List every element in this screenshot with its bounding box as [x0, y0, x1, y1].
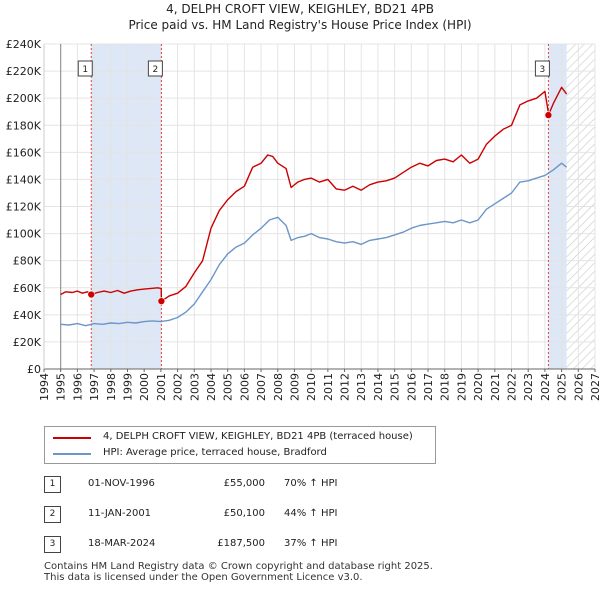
transaction-hpi-change: 70% ↑ HPI [284, 478, 338, 489]
x-tick-label: 2019 [455, 373, 468, 401]
hpi-line [60, 162, 568, 327]
property-price-line [60, 86, 568, 302]
sale-marker-label: 1 [82, 65, 88, 75]
x-tick-label: 1998 [105, 373, 118, 401]
legend-label-property: 4, DELPH CROFT VIEW, KEIGHLEY, BD21 4PB … [103, 431, 413, 442]
x-tick-label: 2022 [506, 373, 519, 401]
x-tick-label: 2008 [272, 373, 285, 401]
transaction-price: £55,000 [223, 478, 265, 489]
chart-title: 4, DELPH CROFT VIEW, KEIGHLEY, BD21 4PB [166, 2, 434, 16]
legend-label-hpi: HPI: Average price, terraced house, Brad… [103, 447, 327, 458]
x-tick-label: 1997 [88, 373, 101, 401]
x-tick-label: 2007 [255, 373, 268, 401]
x-tick-label: 2021 [489, 373, 502, 401]
x-tick-label: 1994 [38, 373, 51, 401]
sale-marker-box [147, 60, 163, 77]
x-tick-label: 2024 [539, 373, 552, 401]
x-tick-label: 2017 [422, 373, 435, 401]
transaction-price: £50,100 [223, 508, 265, 519]
transaction-price: £187,500 [217, 538, 265, 549]
x-tick-label: 2000 [138, 373, 151, 401]
x-tick-label: 2013 [355, 373, 368, 401]
transaction-date: 01-NOV-1996 [88, 478, 155, 489]
x-tick-label: 2014 [372, 373, 385, 401]
y-tick-label: £60K [13, 282, 42, 295]
y-tick-label: £220K [6, 65, 42, 78]
transaction-date: 18-MAR-2024 [88, 538, 156, 549]
transaction-hpi-change: 44% ↑ HPI [284, 508, 338, 519]
x-tick-label: 2009 [288, 373, 301, 401]
footer-copyright: Contains HM Land Registry data © Crown c… [44, 561, 433, 572]
x-tick-label: 2001 [155, 373, 168, 401]
y-tick-label: £200K [6, 92, 42, 105]
y-tick-label: £180K [6, 119, 42, 132]
y-tick-label: £20K [13, 336, 42, 349]
sale-point [87, 290, 96, 299]
sale-point [544, 111, 553, 119]
x-tick-label: 2027 [589, 373, 600, 401]
sale-point [157, 297, 166, 305]
x-tick-label: 2026 [572, 373, 585, 401]
sale-marker-box [534, 60, 550, 77]
x-tick-label: 2018 [439, 373, 452, 401]
sale-marker-box [77, 60, 93, 77]
y-tick-label: £0 [27, 363, 41, 376]
sale-marker-label: 2 [153, 65, 159, 75]
x-tick-label: 2025 [556, 373, 569, 401]
x-tick-label: 2004 [205, 373, 218, 401]
transaction-number: 1 [44, 476, 61, 493]
x-tick-label: 2006 [238, 373, 251, 401]
x-tick-label: 2020 [472, 373, 485, 401]
x-tick-label: 1995 [55, 373, 68, 401]
x-tick-label: 1999 [121, 373, 134, 401]
x-tick-label: 2012 [339, 373, 352, 401]
y-tick-label: £140K [6, 173, 42, 186]
price-chart: £0 £20K £40K £60K £80K £100K £120K £140K £160K £1… [6, 38, 600, 401]
x-tick-label: 2002 [172, 373, 185, 401]
sale-marker-label: 3 [540, 65, 546, 75]
x-tick-label: 1996 [71, 373, 84, 401]
x-tick-label: 2003 [188, 373, 201, 401]
y-tick-label: £120K [6, 201, 42, 214]
chart-subtitle: Price paid vs. HM Land Registry's House … [128, 18, 472, 32]
y-tick-label: £80K [13, 255, 42, 268]
legend-swatch-property [53, 437, 91, 439]
x-tick-label: 2011 [322, 373, 335, 401]
legend-swatch-hpi [53, 453, 91, 455]
chart-legend: 4, DELPH CROFT VIEW, KEIGHLEY, BD21 4PB … [44, 426, 436, 464]
x-tick-label: 2016 [405, 373, 418, 401]
x-tick-label: 2010 [305, 373, 318, 401]
x-tick-label: 2005 [222, 373, 235, 401]
y-tick-label: £240K [6, 38, 42, 51]
y-tick-label: £160K [6, 146, 42, 159]
x-tick-label: 2015 [389, 373, 402, 401]
transaction-hpi-change: 37% ↑ HPI [284, 538, 338, 549]
transaction-number: 3 [44, 536, 61, 553]
transaction-number: 2 [44, 506, 61, 523]
footer-license: This data is licensed under the Open Gov… [44, 572, 363, 583]
x-tick-label: 2023 [522, 373, 535, 401]
transaction-date: 11-JAN-2001 [88, 508, 152, 519]
y-tick-label: £100K [6, 228, 42, 241]
y-tick-label: £40K [13, 309, 42, 322]
